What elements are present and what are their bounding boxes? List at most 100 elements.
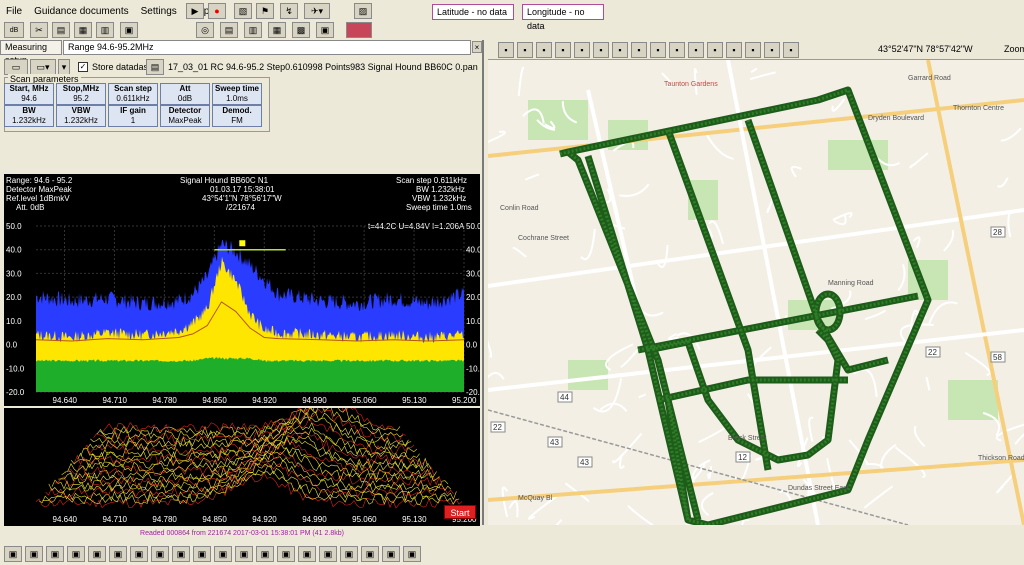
coords-label: 43°54'1"N 78°56'17"W (202, 194, 282, 203)
waterfall-trace (55, 451, 443, 487)
text-icon[interactable]: ▣ (25, 546, 43, 562)
select-icon[interactable]: ▪ (745, 42, 761, 58)
zoom-icon[interactable]: ▣ (46, 546, 64, 562)
document-icon[interactable]: ▤ (52, 22, 70, 38)
scale-icon[interactable]: ▪ (574, 42, 590, 58)
start-button[interactable]: Start (444, 505, 476, 519)
param-stop-mhz[interactable]: Stop,MHz 95.2 (56, 83, 106, 105)
menu-settings[interactable]: Settings (140, 5, 177, 17)
view-icon[interactable]: ▣ (277, 546, 295, 562)
street (996, 177, 1009, 188)
pin-icon[interactable]: ▪ (764, 42, 780, 58)
chart-icon[interactable]: ▣ (109, 546, 127, 562)
edit-icon[interactable]: ▣ (382, 546, 400, 562)
grid-icon[interactable]: ▩ (292, 22, 310, 38)
record-icon[interactable]: ● (208, 3, 226, 19)
param-scan-step[interactable]: Scan step 0.611kHz (108, 83, 158, 105)
edit-icon[interactable]: ▣ (361, 546, 379, 562)
param-demod[interactable]: Demod. FM (212, 105, 262, 127)
waterfall-trace (39, 470, 460, 505)
satellite-dropdown-icon[interactable]: ✈▾ (304, 3, 330, 19)
measure-icon[interactable]: ▪ (555, 42, 571, 58)
param-bw[interactable]: BW 1.232kHz (4, 105, 54, 127)
graph-icon[interactable]: ▣ (298, 546, 316, 562)
road (488, 208, 1024, 288)
tab-range[interactable]: Range 94.6-95.2MHz (63, 40, 471, 55)
param-if-gain[interactable]: IF gain 1 (108, 105, 158, 127)
street (561, 101, 578, 124)
list-icon[interactable]: ▣ (130, 546, 148, 562)
device-label: Signal Hound BB60C N1 (180, 176, 269, 185)
spectrum-plot: Range: 94.6 - 95.2 Detector MaxPeak Ref.… (4, 174, 480, 406)
route-icon[interactable]: ↯ (280, 3, 298, 19)
param-label: IF gain (120, 106, 146, 115)
map-canvas[interactable]: Taunton Gardens Thornton Centre Dryden Bou… (488, 60, 1024, 525)
monitor-icon[interactable]: ▣ (316, 22, 334, 38)
axis-icon[interactable]: ▣ (4, 546, 22, 562)
waterfall-caption: Readed 000864 from 221674 2017-03-01 15:… (4, 528, 480, 540)
map-view[interactable]: Taunton Gardens Thornton Centre Dryden Bou… (488, 60, 1024, 525)
play-icon[interactable]: ▶ (186, 3, 204, 19)
level-icon[interactable]: dB (4, 22, 24, 38)
cut-icon[interactable]: ✂ (30, 22, 48, 38)
calendar-icon[interactable]: ▦ (74, 22, 92, 38)
menu-guidance[interactable]: Guidance documents (34, 5, 129, 17)
settings-dropdown-icon[interactable]: ▾ (58, 59, 70, 75)
file-icon[interactable]: ▤ (146, 59, 164, 75)
mark-icon[interactable]: ▣ (151, 546, 169, 562)
zoom-in-icon[interactable]: ▪ (517, 42, 533, 58)
route-icon[interactable]: ▪ (669, 42, 685, 58)
device-icon[interactable]: ▭ (4, 59, 28, 75)
waterfall-trace (86, 416, 412, 451)
store-db-label: Store datadase (92, 62, 154, 72)
sweep-label: Sweep time 1.0ms (406, 203, 472, 212)
param-vbw[interactable]: VBW 1.232kHz (56, 105, 106, 127)
series-current-area (36, 256, 464, 392)
layers-icon[interactable]: ▣ (256, 546, 274, 562)
panel-icon[interactable]: ▥ (244, 22, 262, 38)
close-icon[interactable]: × (472, 41, 482, 53)
param-sweep-time[interactable]: Sweep time 1.0ms (212, 83, 262, 105)
wave-icon[interactable]: ▣ (214, 546, 232, 562)
tab-measuring-setup[interactable]: Measuring setup (0, 40, 62, 65)
device-select-icon[interactable]: ▭▾ (30, 59, 56, 75)
param-start-mhz[interactable]: Start, MHz 94.6 (4, 83, 54, 105)
store-db-checkbox[interactable]: ✓ (78, 62, 88, 72)
table-icon[interactable]: ▥ (96, 22, 114, 38)
chart-icon[interactable]: ▣ (235, 546, 253, 562)
spectrum-icon[interactable]: ▧ (234, 3, 252, 19)
chart-icon[interactable]: ▨ (354, 3, 372, 19)
param-detector[interactable]: Detector MaxPeak (160, 105, 210, 127)
record-list-icon[interactable]: ▤ (220, 22, 238, 38)
antenna-icon[interactable]: ⚑ (256, 3, 274, 19)
bar-icon[interactable]: ▣ (340, 546, 358, 562)
play-icon[interactable]: ▣ (403, 546, 421, 562)
layers-icon[interactable]: ▪ (612, 42, 628, 58)
bar-icon[interactable]: ▣ (319, 546, 337, 562)
car-icon[interactable]: ▪ (650, 42, 666, 58)
person-icon[interactable]: ▪ (688, 42, 704, 58)
plot-icon[interactable]: ▣ (172, 546, 190, 562)
pointer-icon[interactable]: ▪ (498, 42, 514, 58)
y-tick-left: 0.0 (6, 341, 18, 350)
zoom-out-icon[interactable]: ▪ (536, 42, 552, 58)
coins-icon[interactable]: ◎ (196, 22, 214, 38)
pencil-icon[interactable]: ▪ (783, 42, 799, 58)
road (726, 60, 820, 525)
layout-icon[interactable]: ▦ (268, 22, 286, 38)
table-icon[interactable]: ▣ (88, 546, 106, 562)
y-tick-left: 50.0 (6, 222, 22, 231)
grid-icon[interactable]: ▣ (67, 546, 85, 562)
signal-icon[interactable] (346, 22, 372, 38)
spectrum-graph: 50.0 50.0 40.0 40.0 30.0 30.0 20.0 20.0 10.0 10.0… (6, 222, 480, 405)
grid-icon[interactable]: ▪ (726, 42, 742, 58)
properties-icon[interactable]: ▣ (120, 22, 138, 38)
menu-file[interactable]: File (6, 5, 23, 17)
vbw-label: VBW 1.232kHz (412, 194, 467, 203)
param-att[interactable]: Att 0dB (160, 83, 210, 105)
image-icon[interactable]: ▪ (631, 42, 647, 58)
street (627, 505, 655, 525)
panel-icon[interactable]: ▣ (193, 546, 211, 562)
marker-icon[interactable]: ▪ (707, 42, 723, 58)
save-icon[interactable]: ▪ (593, 42, 609, 58)
